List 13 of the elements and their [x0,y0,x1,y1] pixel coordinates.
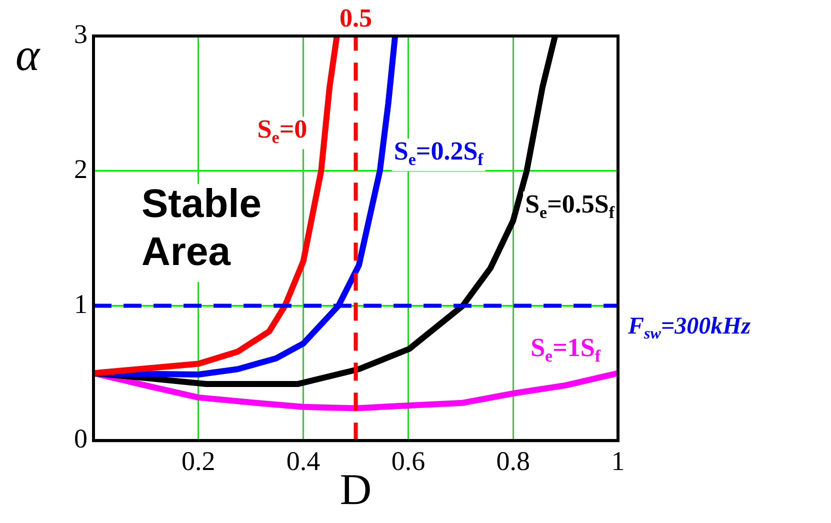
x-tick-label: 1 [611,446,625,476]
y-tick-label: 0 [74,424,88,454]
y-axis-title: α [16,29,40,80]
x-tick-label: 0.6 [391,446,426,476]
y-tick-label: 3 [74,19,88,50]
ref-line-label: 0.5 [340,4,372,33]
x-tick-label: 0.8 [496,446,530,476]
x-tick-label: 0.4 [286,446,321,476]
y-tick-label: 1 [74,288,88,319]
x-axis-title: D [340,465,372,514]
x-tick-label: 0.2 [182,446,216,476]
annotation: Stable Area [142,182,262,274]
y-tick-label: 2 [74,154,88,184]
